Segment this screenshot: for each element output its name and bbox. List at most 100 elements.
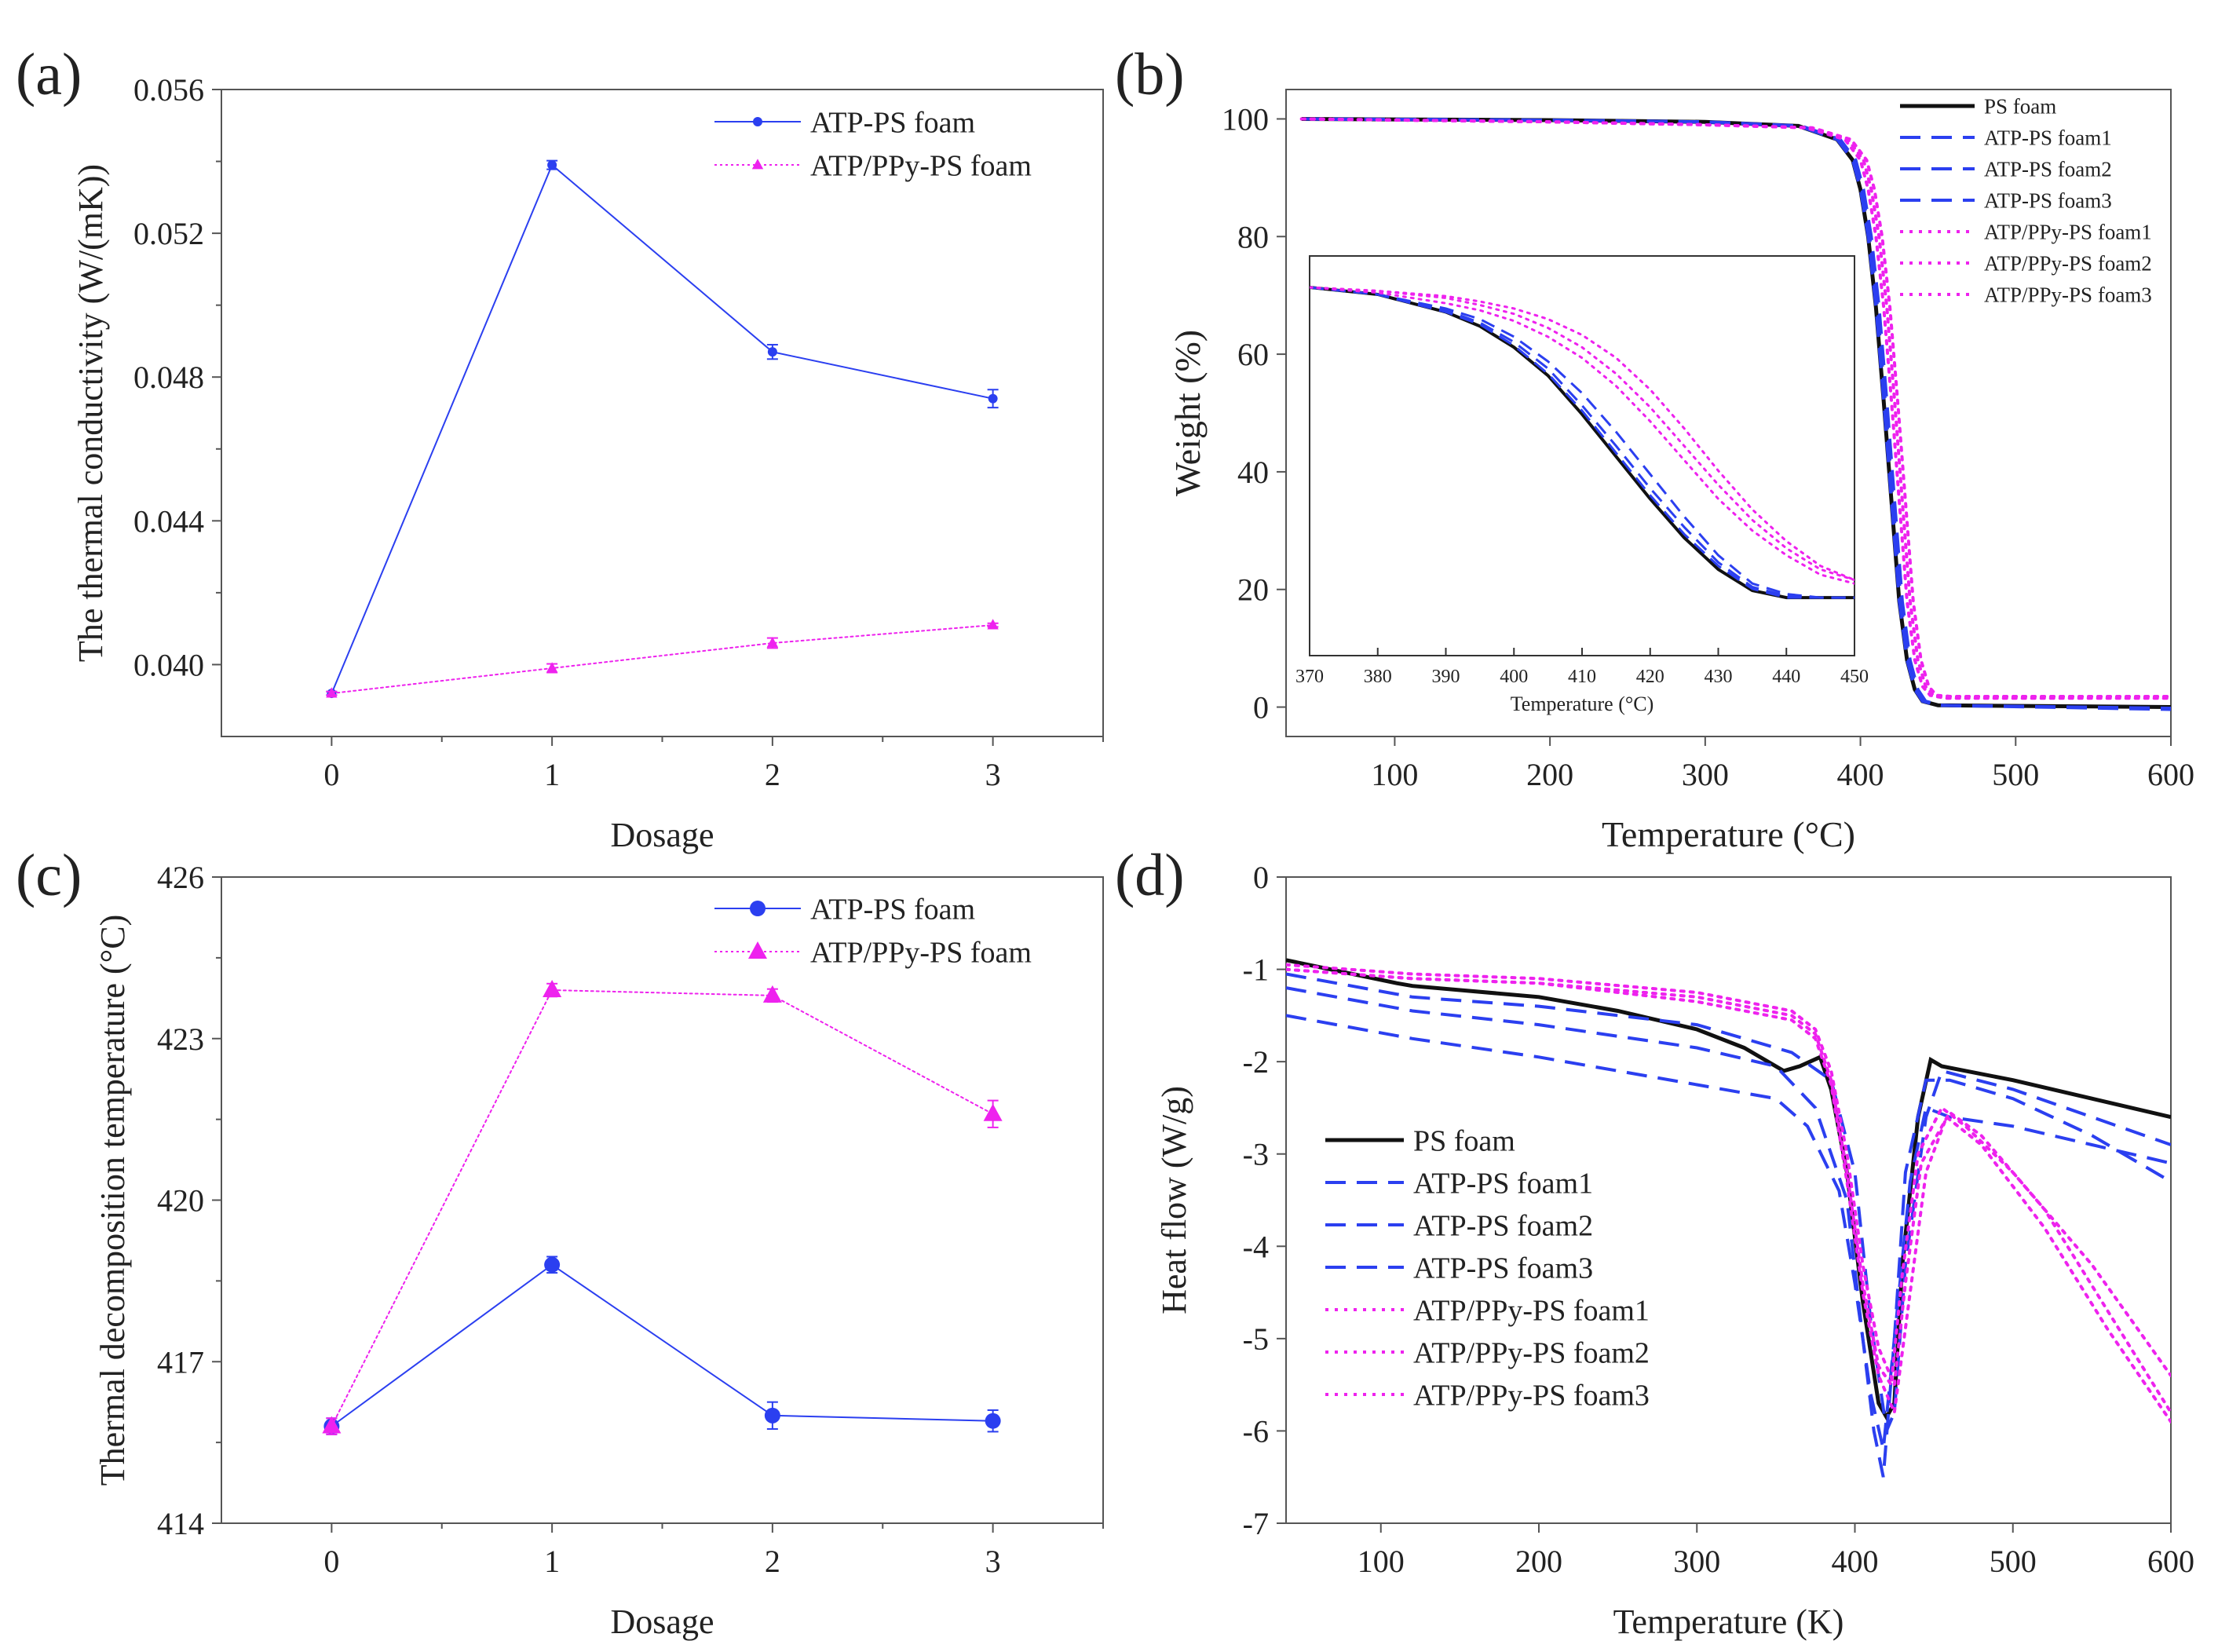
legend-label: ATP-PS foam3 <box>1413 1252 1593 1285</box>
legend-marker <box>753 117 762 126</box>
inset-x-tick-label: 400 <box>1500 667 1528 687</box>
panel-a: (a) 0 1 2 3 0.040 0.044 0.048 0.052 0.056 Dosage Th… <box>16 42 1104 854</box>
y-tick-label: 80 <box>1237 219 1269 254</box>
inset-series-line <box>1310 286 1854 582</box>
series-line <box>1286 967 2171 1390</box>
x-tick-label: 0 <box>323 757 339 792</box>
legend: PS foam ATP-PS foam1 ATP-PS foam2 ATP-PS fo… <box>1325 1124 1650 1412</box>
series-atp-ps-foam <box>323 1255 1001 1435</box>
legend-label: PS foam <box>1413 1124 1515 1157</box>
y-tick-label: 0.040 <box>133 647 204 682</box>
inset-x-tick-label: 410 <box>1568 667 1596 687</box>
x-tick-label: 1 <box>544 1544 560 1579</box>
data-point <box>546 662 558 673</box>
series-line <box>331 1263 993 1427</box>
series-atp-ps-foam1 <box>1286 972 2171 1437</box>
y-tick-label: 40 <box>1237 455 1269 490</box>
x-tick-label: 200 <box>1515 1544 1562 1579</box>
legend-label: ATP/PPy-PS foam2 <box>1413 1336 1650 1369</box>
x-tick-label: 100 <box>1371 757 1418 792</box>
data-point <box>543 980 562 998</box>
y-tick-label: 0.056 <box>133 72 204 108</box>
legend: ATP-PS foam ATP/PPy-PS foam <box>714 106 1032 182</box>
legend-label: ATP-PS foam2 <box>1413 1209 1593 1242</box>
y-tick-label: -2 <box>1243 1044 1269 1080</box>
y-tick-label: 423 <box>157 1022 204 1057</box>
x-tick-label: 300 <box>1673 1544 1720 1579</box>
series-atp-ppy-ps-foam2 <box>1286 963 2171 1414</box>
y-tick-label: 0.048 <box>133 360 204 395</box>
x-tick-label: 400 <box>1832 1544 1879 1579</box>
y-tick-label: 0.052 <box>133 216 204 251</box>
inset-series-line <box>1310 286 1854 599</box>
panel-d: (d) 100 200 300 400 500 600 0 -1 -2 -3 -4 -5 -6 -7 Temp… <box>1115 842 2194 1641</box>
data-point <box>762 985 782 1003</box>
legend-label: ATP-PS foam1 <box>1984 126 2112 149</box>
inset-frame <box>1309 255 1855 656</box>
series-line <box>1286 967 2171 1424</box>
series-line <box>1286 1014 2171 1450</box>
panel-c: (c) 0 1 2 3 414 417 420 423 426 Dosage Thermal deco… <box>16 842 1104 1641</box>
panel-label: (d) <box>1115 842 1185 908</box>
data-point <box>322 1416 342 1434</box>
series-line <box>1286 972 2171 1437</box>
legend-marker <box>750 901 766 916</box>
inset-series-line <box>1310 286 1854 585</box>
x-tick-label: 3 <box>985 1544 1001 1579</box>
legend-label: ATP-PS foam <box>810 106 975 139</box>
x-tick-label: 600 <box>2147 1544 2194 1579</box>
series-atp-ps-foam <box>326 159 999 699</box>
y-tick-label: -1 <box>1243 952 1269 988</box>
legend-label: ATP/PPy-PS foam1 <box>1984 220 2152 243</box>
series-line <box>1301 117 2171 711</box>
series-line <box>1286 986 2171 1478</box>
data-point <box>326 687 338 698</box>
y-tick-label: 417 <box>157 1344 204 1380</box>
legend-label: ATP/PPy-PS foam <box>810 149 1032 182</box>
y-tick-label: 100 <box>1222 101 1269 137</box>
inset-series-line <box>1310 286 1854 599</box>
x-tick-label: 500 <box>1990 1544 2037 1579</box>
legend-label: PS foam <box>1984 94 2056 118</box>
legend-label: ATP/PPy-PS foam3 <box>1984 283 2152 306</box>
y-tick-label: 0.044 <box>133 503 204 539</box>
x-tick-label: 500 <box>1992 757 2039 792</box>
data-point <box>988 393 998 404</box>
y-tick-label: 420 <box>157 1183 204 1219</box>
series-line <box>1286 963 2171 1414</box>
legend-marker <box>748 941 767 959</box>
y-axis-label: Thermal decomposition temperature (°C) <box>93 915 132 1486</box>
y-tick-label: -5 <box>1243 1321 1269 1357</box>
y-tick-label: 20 <box>1237 572 1269 608</box>
x-tick-label: 100 <box>1357 1544 1405 1579</box>
y-axis-label: Heat flow (W/g) <box>1155 1086 1193 1314</box>
legend: PS foam ATP-PS foam1 ATP-PS foam2 ATP-PS fo… <box>1900 94 2152 306</box>
legend-marker <box>751 159 764 170</box>
series-line <box>331 163 993 694</box>
y-axis-label: The thermal conductivity (W/(mK)) <box>71 164 110 662</box>
inset: 370 380 390 400 410 420 430 440 450 Temperature (… <box>1295 255 1869 715</box>
legend: ATP-PS foam ATP/PPy-PS foam <box>714 893 1032 969</box>
inset-x-tick-label: 430 <box>1705 667 1733 687</box>
panel-label: (b) <box>1115 42 1185 108</box>
legend-label: ATP-PS foam2 <box>1984 157 2112 181</box>
legend-label: ATP-PS foam1 <box>1413 1167 1593 1200</box>
y-tick-label: -7 <box>1243 1506 1269 1541</box>
series-line <box>1299 117 2171 699</box>
y-tick-label: 0 <box>1253 860 1269 895</box>
x-tick-label: 2 <box>765 757 780 792</box>
legend-label: ATP/PPy-PS foam <box>810 936 1032 969</box>
inset-series-line <box>1310 286 1854 599</box>
legend-label: ATP/PPy-PS foam2 <box>1984 251 2152 275</box>
data-point <box>767 347 777 357</box>
x-axis-label: Dosage <box>611 1603 714 1641</box>
inset-x-tick-label: 440 <box>1772 667 1800 687</box>
x-tick-label: 0 <box>323 1544 339 1579</box>
series-atp-ppy-ps-foam1 <box>1286 967 2171 1390</box>
series-atp-ps-foam3 <box>1286 1014 2171 1450</box>
y-tick-label: -3 <box>1243 1137 1269 1172</box>
data-point <box>987 619 999 630</box>
x-tick-label: 3 <box>985 757 1001 792</box>
x-tick-label: 400 <box>1837 757 1884 792</box>
